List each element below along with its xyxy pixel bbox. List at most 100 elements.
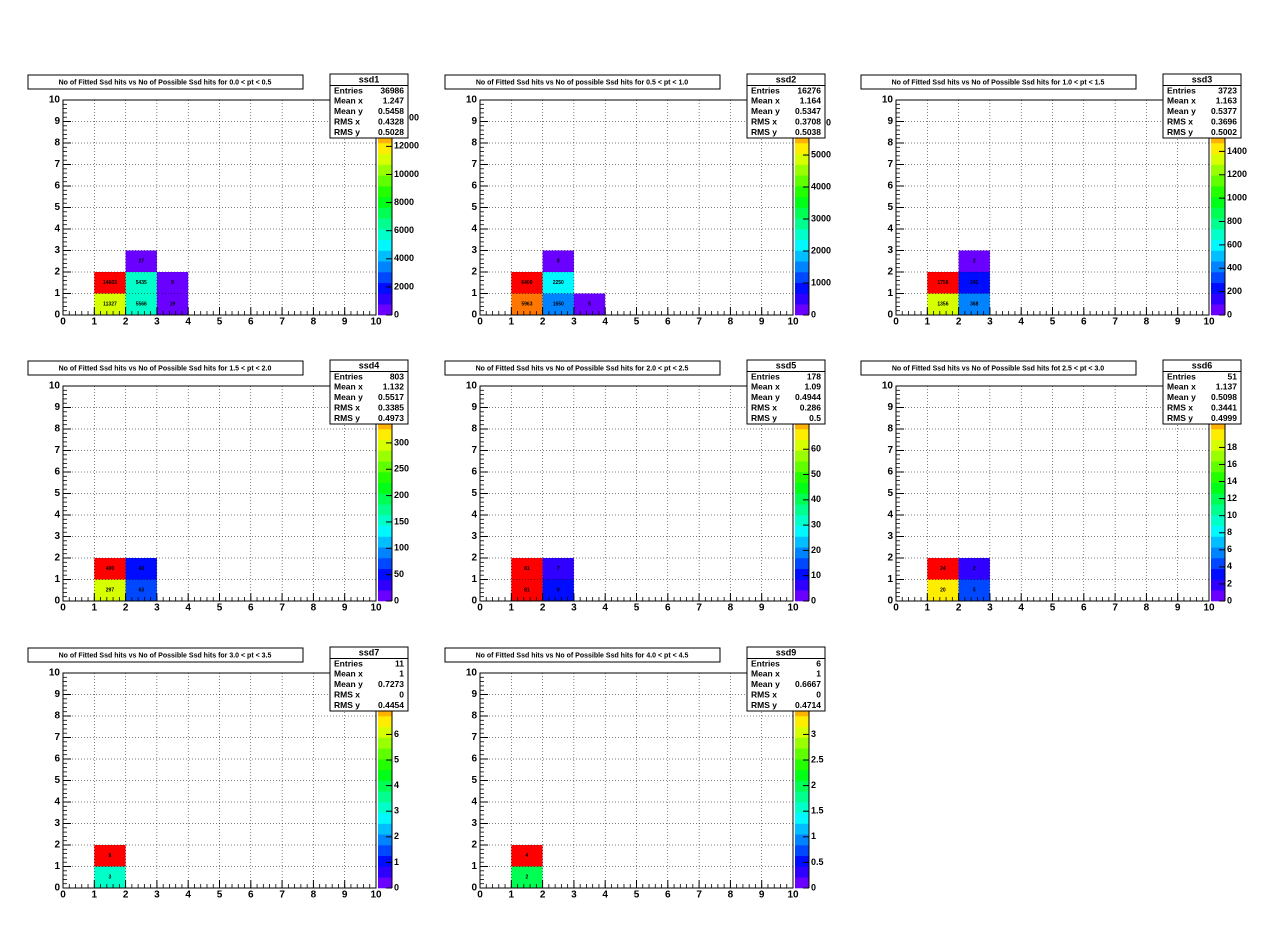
y-tick-label: 5: [471, 488, 477, 499]
stats-label: RMS y: [751, 700, 777, 710]
stats-value: 1.09: [804, 382, 821, 392]
z-tick-label: 2: [394, 831, 399, 841]
stats-label: Mean y: [751, 392, 780, 402]
palette-step: [378, 547, 392, 559]
cell-label: 9: [557, 588, 560, 594]
x-tick-label: 7: [696, 317, 702, 328]
y-tick-label: 10: [882, 381, 894, 392]
stats-name: ssd9: [776, 647, 797, 657]
y-tick-label: 9: [471, 689, 477, 700]
stats-label: Mean y: [334, 392, 363, 402]
y-tick-label: 3: [471, 245, 477, 256]
cell-label: 2: [973, 566, 976, 572]
palette-step: [1211, 504, 1225, 516]
palette-step: [1211, 429, 1225, 441]
x-tick-label: 10: [1203, 603, 1215, 614]
y-tick-label: 9: [54, 689, 60, 700]
x-tick-label: 4: [1018, 317, 1024, 328]
chart-title: No of Fitted Ssd hits vs No of Possible …: [476, 365, 689, 372]
x-tick-label: 5: [634, 317, 640, 328]
cell: [125, 558, 157, 580]
palette-step: [795, 261, 809, 273]
z-tick-label: 300: [394, 437, 409, 447]
x-tick-label: 1: [92, 603, 98, 614]
palette-step: [1211, 472, 1225, 484]
x-tick-label: 7: [1112, 603, 1118, 614]
palette-step: [1211, 536, 1225, 548]
x-tick-label: 7: [696, 890, 702, 901]
y-tick-label: 2: [471, 840, 477, 851]
z-tick-label: 1.5: [811, 806, 824, 816]
cell: [156, 272, 189, 294]
z-tick-label: 2000: [394, 281, 414, 291]
cell: [125, 293, 157, 315]
z-tick-label: 50: [811, 469, 821, 479]
z-tick-label: 0: [1227, 595, 1232, 605]
palette-step: [795, 229, 809, 241]
x-tick-label: 2: [123, 317, 129, 328]
z-tick-label: 18: [1227, 442, 1237, 452]
palette-step: [378, 558, 392, 570]
cell: [125, 250, 157, 272]
y-tick-label: 0: [887, 596, 893, 607]
stats-value: 1.137: [1216, 382, 1238, 392]
z-tick-label: 1200: [1227, 169, 1247, 179]
palette-step: [1211, 547, 1225, 559]
x-tick-label: 8: [1144, 603, 1150, 614]
stats-label: Entries: [751, 371, 780, 381]
cell-label: 1650: [553, 302, 564, 308]
y-tick-label: 5: [54, 775, 60, 786]
z-tick-label: 10: [1227, 510, 1237, 520]
palette-step: [1211, 239, 1225, 251]
stats-label: Mean x: [751, 96, 780, 106]
stats-label: Mean x: [334, 96, 363, 106]
y-tick-label: 5: [54, 202, 60, 213]
y-tick-label: 8: [54, 138, 60, 149]
cell: [94, 272, 126, 294]
palette-step: [1211, 261, 1225, 273]
z-tick-label: 50: [394, 569, 404, 579]
y-tick-label: 7: [54, 159, 60, 170]
x-tick-label: 2: [956, 317, 962, 328]
y-tick-label: 1: [887, 574, 893, 585]
stats-label: Entries: [1167, 85, 1196, 95]
cell-label: 1356: [937, 302, 948, 308]
palette-step: [795, 855, 809, 867]
x-tick-label: 8: [728, 317, 734, 328]
palette-step: [795, 461, 809, 473]
x-tick-label: 7: [1112, 317, 1118, 328]
stats-value: 0.3708: [795, 116, 821, 126]
stats-name: ssd6: [1192, 360, 1213, 370]
stats-label: Mean y: [1167, 392, 1196, 402]
z-tick-label: 0: [811, 595, 816, 605]
z-tick-label: 6: [1227, 544, 1232, 554]
stats-value: 1.132: [383, 382, 405, 392]
x-tick-label: 6: [248, 603, 254, 614]
stats-value: 0.5458: [378, 106, 404, 116]
x-tick-label: 0: [477, 317, 483, 328]
y-tick-label: 2: [471, 267, 477, 278]
x-tick-label: 8: [1144, 317, 1150, 328]
z-tick-label: 60: [811, 444, 821, 454]
y-tick-label: 5: [471, 202, 477, 213]
z-tick-label: 1400: [1227, 146, 1247, 156]
y-tick-label: 3: [471, 818, 477, 829]
stats-box: [329, 646, 409, 712]
y-tick-label: 4: [887, 510, 893, 521]
palette-step: [378, 590, 392, 602]
y-tick-label: 9: [54, 116, 60, 127]
x-tick-label: 3: [154, 890, 160, 901]
y-tick-label: 4: [54, 224, 60, 235]
palette-step: [1211, 482, 1225, 494]
palette-step: [795, 716, 809, 728]
stats-value: 36986: [380, 85, 404, 95]
cell: [542, 579, 574, 601]
panel: 2401234567891001234567891000.511.522.533…: [444, 646, 826, 901]
y-tick-label: 10: [882, 95, 894, 106]
x-tick-label: 3: [571, 890, 577, 901]
y-tick-label: 10: [49, 668, 61, 679]
x-tick-label: 0: [60, 890, 66, 901]
x-tick-label: 4: [602, 603, 608, 614]
stats-label: RMS x: [751, 689, 777, 699]
